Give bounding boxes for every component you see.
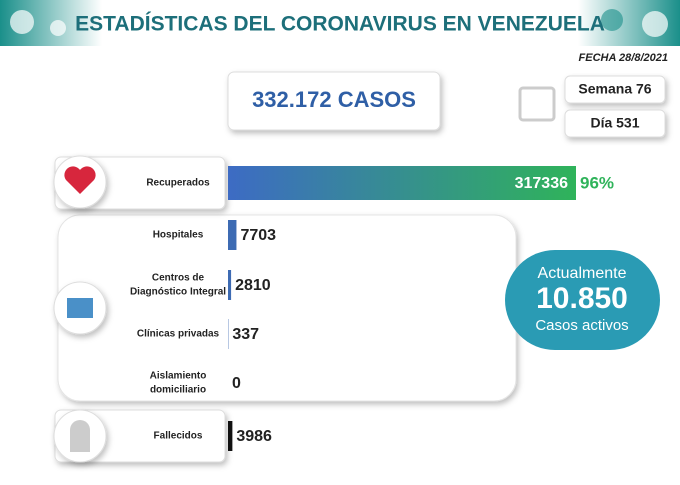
- heart-shape: [64, 166, 96, 194]
- title: ESTADÍSTICAS DEL CORONAVIRUS EN VENEZUEL…: [75, 13, 605, 36]
- bar-value: 2810: [235, 277, 271, 294]
- virus-icon: [10, 10, 34, 34]
- row-label: domiciliario: [150, 385, 206, 396]
- day: Día 531: [590, 115, 639, 131]
- detail-panel: [57, 214, 517, 402]
- bar-value: 7703: [240, 227, 276, 244]
- active-bubble: [505, 250, 660, 350]
- bar-value: 0: [232, 375, 241, 392]
- row-label: Clínicas privadas: [137, 329, 220, 340]
- active-caption: Casos activos: [535, 317, 628, 334]
- day-box: [564, 109, 666, 138]
- virus-icon: [601, 9, 623, 31]
- row-label: Hospitales: [153, 230, 204, 241]
- row-label: Fallecidos: [154, 431, 203, 442]
- row-label: Aislamiento: [150, 371, 207, 382]
- bar: [228, 166, 576, 200]
- row-label: Recuperados: [146, 178, 210, 189]
- week-box: [564, 75, 666, 104]
- active-value: 10.850: [536, 282, 628, 315]
- calendar-icon: [518, 86, 556, 122]
- bar-value: 3986: [236, 428, 272, 445]
- header-band: [0, 0, 680, 46]
- tomb-shape: [70, 420, 90, 452]
- cases-box: [227, 71, 441, 131]
- virus-icon: [642, 11, 668, 37]
- date: FECHA 28/8/2021: [579, 52, 668, 64]
- bar: [228, 220, 237, 250]
- row-label: Centros de: [152, 273, 205, 284]
- bar-value: 337: [232, 326, 259, 343]
- percent: 96%: [580, 173, 614, 192]
- bar: [228, 270, 232, 300]
- hospital-shape: [67, 298, 93, 318]
- virus-icon: [50, 20, 66, 36]
- cases: 332.172 CASOS: [252, 87, 416, 112]
- bar-value: 317336: [515, 175, 568, 192]
- row-label: Diagnóstico Integral: [130, 287, 226, 298]
- active-title: Actualmente: [538, 265, 627, 282]
- week: Semana 76: [578, 81, 651, 97]
- bar: [228, 421, 233, 451]
